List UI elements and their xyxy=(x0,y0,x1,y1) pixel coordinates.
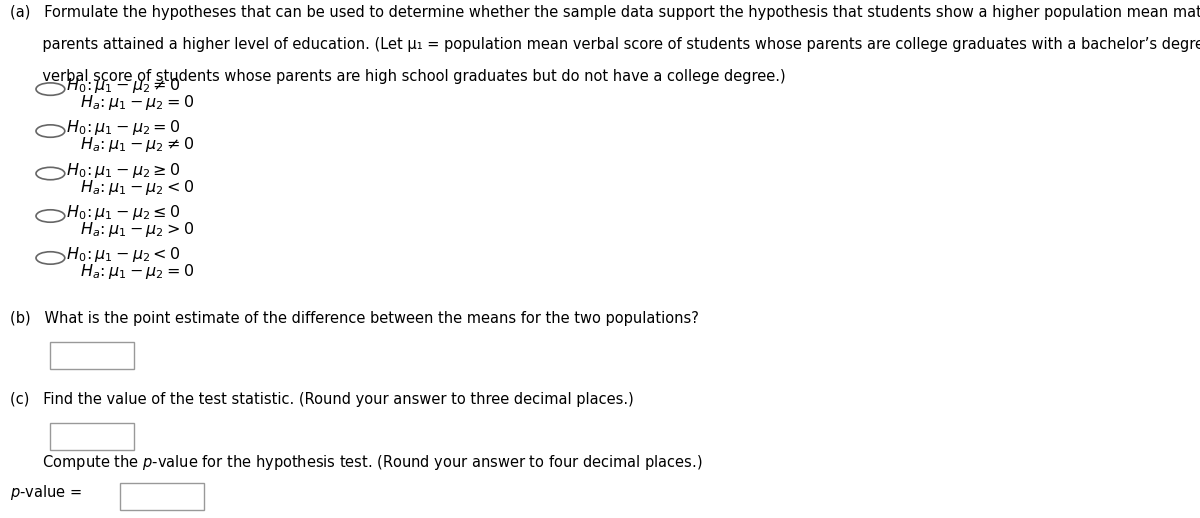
Text: $H_0\!: \mu_1 - \mu_2 = 0$: $H_0\!: \mu_1 - \mu_2 = 0$ xyxy=(66,118,180,137)
Text: $H_0\!: \mu_1 - \mu_2 \leq 0$: $H_0\!: \mu_1 - \mu_2 \leq 0$ xyxy=(66,203,180,222)
FancyBboxPatch shape xyxy=(50,342,134,369)
Text: $H_0\!: \mu_1 - \mu_2 \neq 0$: $H_0\!: \mu_1 - \mu_2 \neq 0$ xyxy=(66,76,180,95)
Text: verbal score of students whose parents are high school graduates but do not have: verbal score of students whose parents a… xyxy=(10,69,785,84)
FancyBboxPatch shape xyxy=(50,423,134,450)
Text: $H_0\!: \mu_1 - \mu_2 \geq 0$: $H_0\!: \mu_1 - \mu_2 \geq 0$ xyxy=(66,161,180,180)
Text: parents attained a higher level of education. (Let μ₁ = population mean verbal s: parents attained a higher level of educa… xyxy=(10,37,1200,52)
Text: $H_0\!: \mu_1 - \mu_2 < 0$: $H_0\!: \mu_1 - \mu_2 < 0$ xyxy=(66,245,180,264)
Text: Compute the $p$-value for the hypothesis test. (Round your answer to four decima: Compute the $p$-value for the hypothesis… xyxy=(10,453,702,472)
Text: $p$-value =: $p$-value = xyxy=(10,483,83,502)
Text: $H_a\!: \mu_1 - \mu_2 > 0$: $H_a\!: \mu_1 - \mu_2 > 0$ xyxy=(80,220,194,239)
Text: (b)   What is the point estimate of the difference between the means for the two: (b) What is the point estimate of the di… xyxy=(10,311,698,326)
Text: $H_a\!: \mu_1 - \mu_2 < 0$: $H_a\!: \mu_1 - \mu_2 < 0$ xyxy=(80,178,194,197)
FancyBboxPatch shape xyxy=(120,483,204,510)
Text: (a)   Formulate the hypotheses that can be used to determine whether the sample : (a) Formulate the hypotheses that can be… xyxy=(10,5,1200,20)
Text: $H_a\!: \mu_1 - \mu_2 = 0$: $H_a\!: \mu_1 - \mu_2 = 0$ xyxy=(80,262,194,281)
Text: $H_a\!: \mu_1 - \mu_2 \neq 0$: $H_a\!: \mu_1 - \mu_2 \neq 0$ xyxy=(80,135,194,154)
Text: (c)   Find the value of the test statistic. (Round your answer to three decimal : (c) Find the value of the test statistic… xyxy=(10,392,634,407)
Text: $H_a\!: \mu_1 - \mu_2 = 0$: $H_a\!: \mu_1 - \mu_2 = 0$ xyxy=(80,93,194,112)
